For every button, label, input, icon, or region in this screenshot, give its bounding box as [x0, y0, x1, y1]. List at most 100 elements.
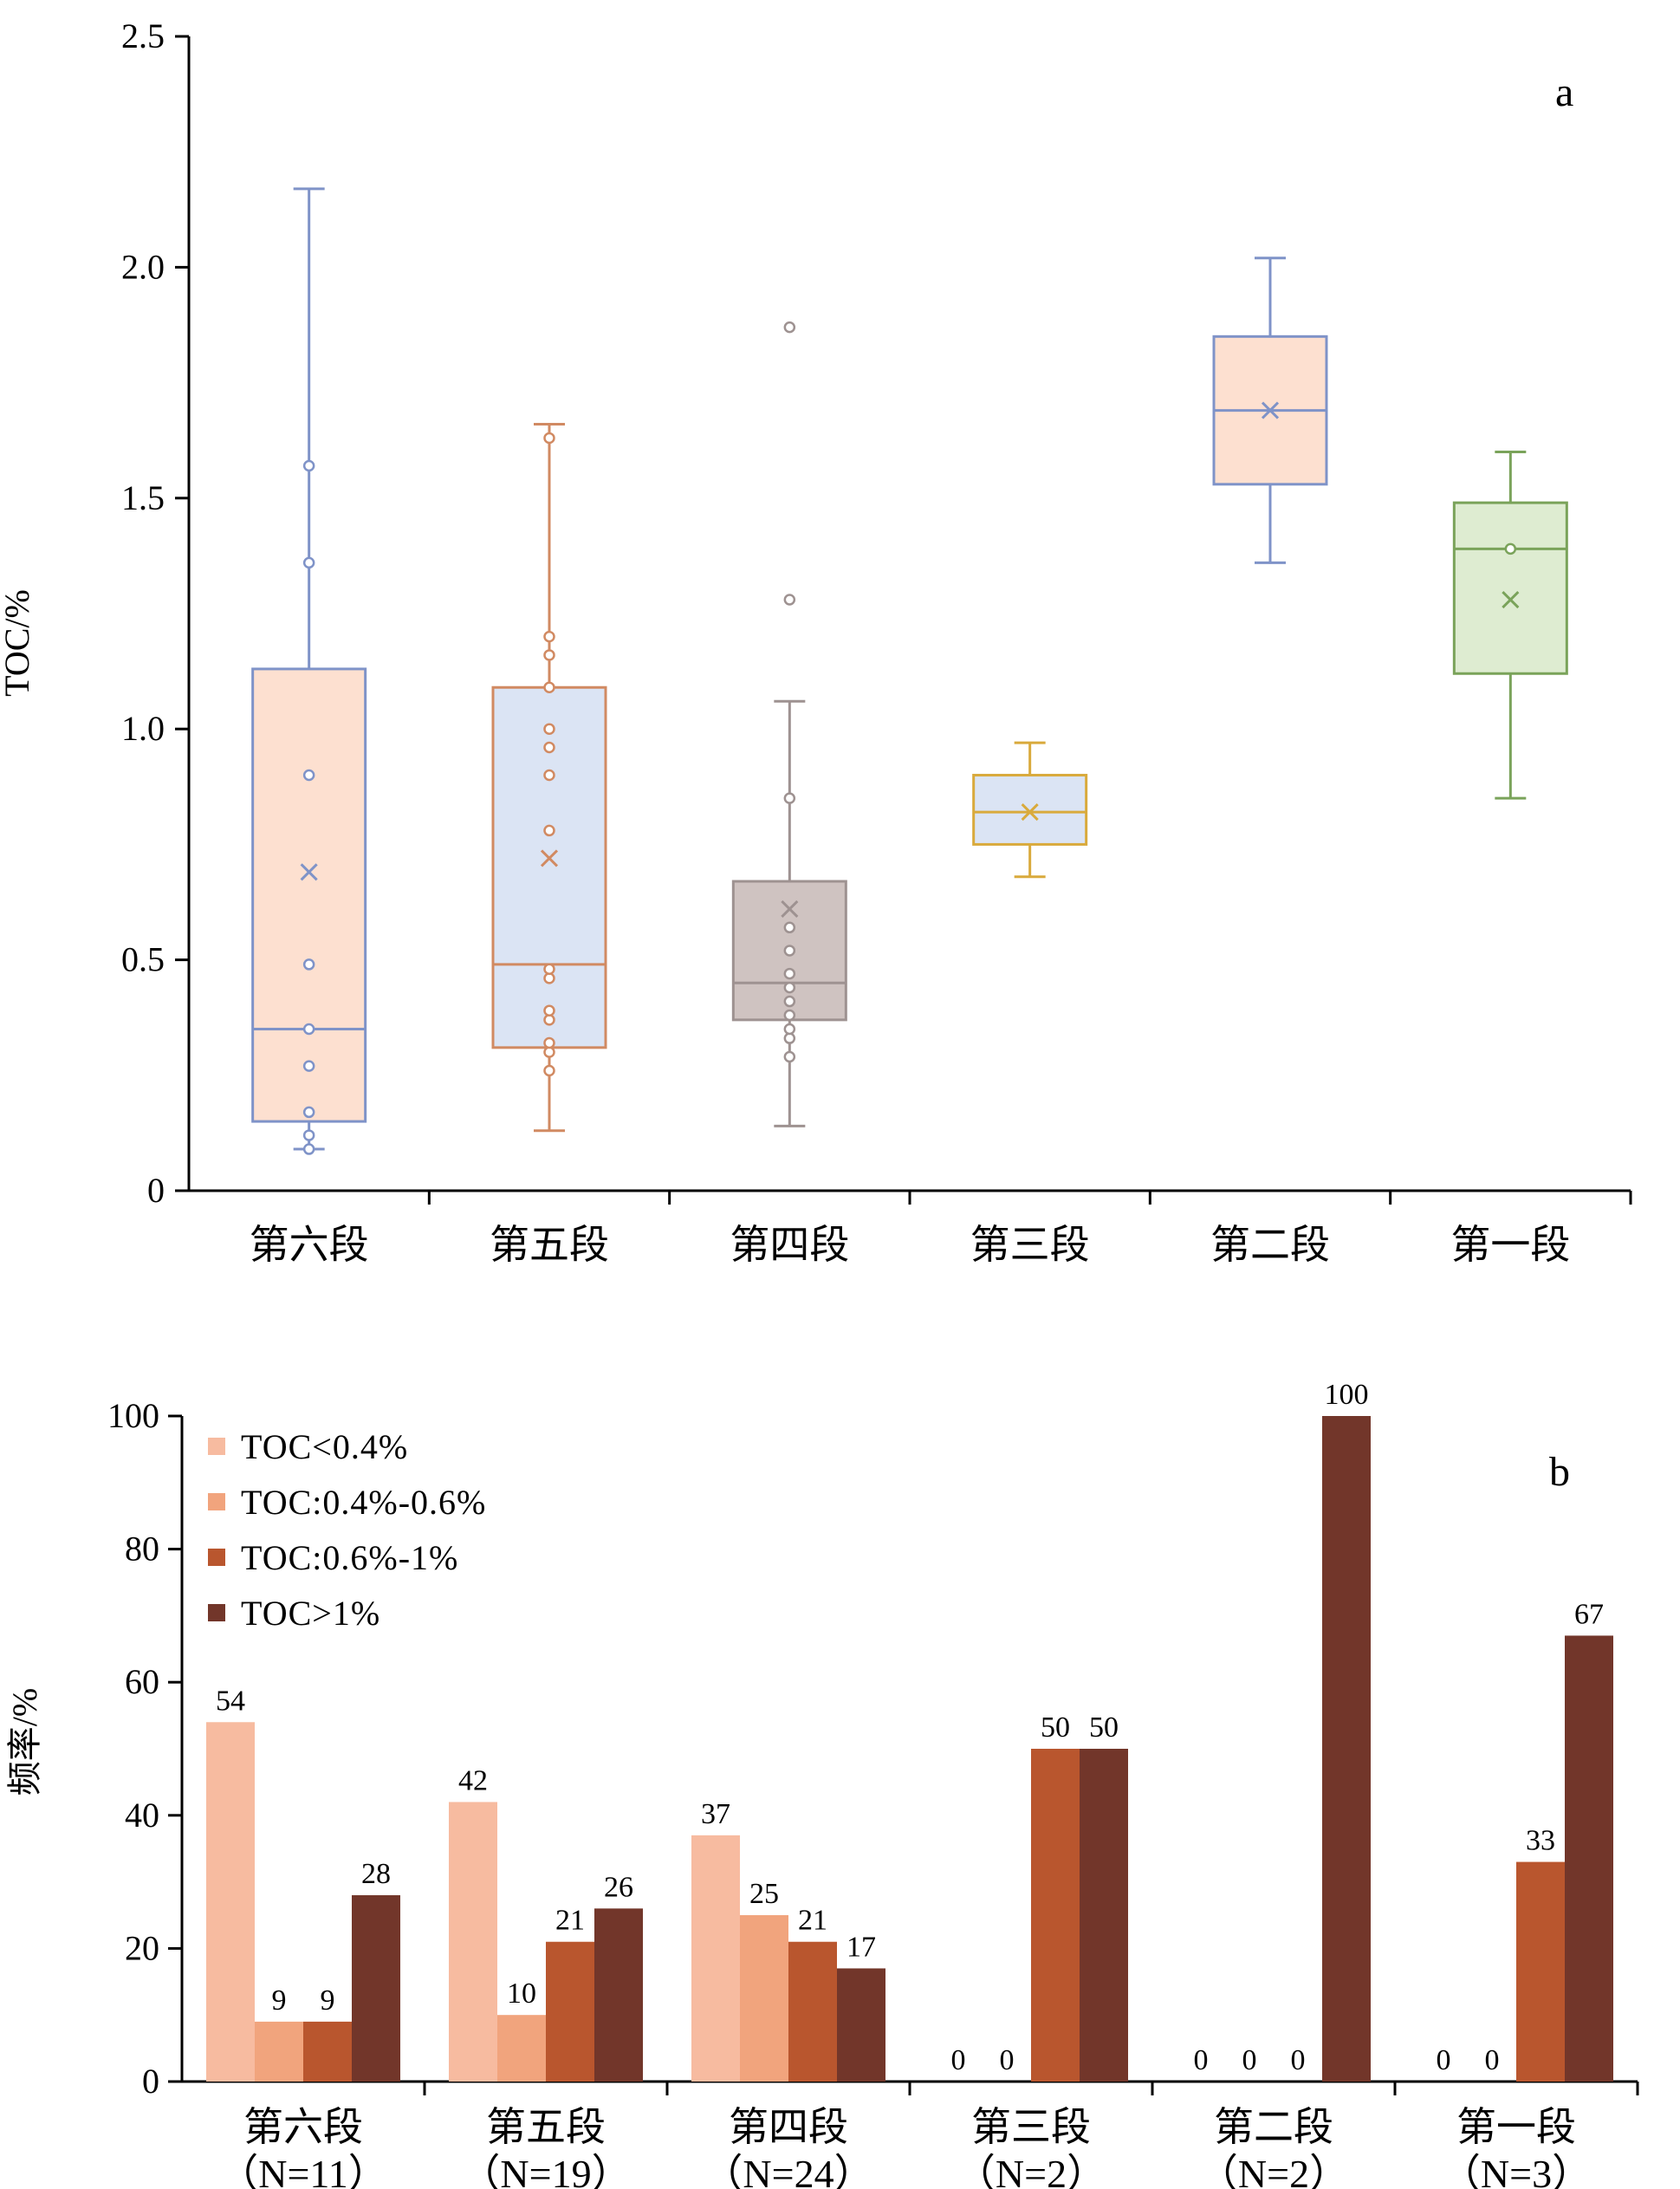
- panel-b-category-label: 第一段: [1456, 2105, 1576, 2149]
- box-data-point: [783, 792, 796, 804]
- bar-value-label: 67: [1574, 1598, 1604, 1630]
- panel-a-letter: a: [1555, 69, 1573, 115]
- box-data-point: [543, 769, 555, 782]
- bar-value-label: 0: [1291, 2044, 1306, 2076]
- bar-4-4: [1080, 1749, 1128, 2082]
- box-data-point: [783, 1023, 796, 1036]
- panel-b-sample-size-label: （N=3）: [1441, 2152, 1592, 2189]
- bar-value-label: 33: [1526, 1825, 1555, 1857]
- panel-a-y-tick-label: 0: [147, 1171, 165, 1210]
- box-data-point: [783, 1009, 796, 1022]
- bar-value-label: 0: [951, 2044, 966, 2076]
- panel-b-y-tick-label: 20: [125, 1928, 159, 1967]
- panel-a-category-label: 第三段: [970, 1223, 1090, 1267]
- panel-a-category-label: 第一段: [1450, 1223, 1570, 1267]
- bar-3-2: [546, 1941, 594, 2082]
- legend-entry: TOC:0.4%-0.6%: [208, 1483, 485, 1522]
- panel-a-y-tick-label: 2.5: [121, 16, 165, 55]
- box-iqr: [972, 773, 1088, 846]
- panel-b-category-label: 第二段: [1214, 2105, 1333, 2149]
- panel-b-sample-size-label: （N=19）: [460, 2152, 631, 2189]
- bar-4-5: [1322, 1416, 1371, 2082]
- panel-a-x-categories: 第六段 第五段 第四段 第三段 第二段 第一段: [250, 1191, 1632, 1267]
- box-data-point: [783, 1050, 796, 1063]
- box-data-point: [302, 556, 315, 569]
- panel-a-y-axis-title: TOC/%: [0, 589, 36, 697]
- panel-b-category-label: 第三段: [971, 2105, 1091, 2149]
- bar-3-1: [303, 2021, 352, 2082]
- panel-a-y-ticks: 0 0.5 1.0 1.5 2.0 2.5: [121, 16, 189, 1210]
- bar-4-6: [1565, 1635, 1613, 2082]
- panel-a-y-tick-label: 1.5: [121, 478, 165, 517]
- box-3: [731, 321, 847, 1127]
- box-5: [1212, 257, 1328, 564]
- legend-swatch: [208, 1438, 225, 1455]
- panel-b-category-label: 第五段: [486, 2105, 606, 2149]
- box-4: [972, 741, 1088, 879]
- bar-1-1: [206, 1722, 255, 2082]
- panel-b-sample-size-label: （N=2）: [956, 2152, 1106, 2189]
- bar-2-2: [497, 2015, 546, 2082]
- box-data-point: [543, 824, 555, 837]
- box-data-point: [543, 963, 555, 976]
- panel-a-category-label: 第四段: [730, 1223, 849, 1267]
- bar-4-3: [837, 1968, 885, 2082]
- panel-b-bars: 54 42 37 0 0 0 9 10 25 0 0 0 9 21 21 50 0 33 28 26 17 50 100 67: [206, 1379, 1613, 2082]
- panel-b-legend: TOC<0.4% TOC:0.4%-0.6% TOC:0.6%-1% TOC>1%: [208, 1427, 485, 1633]
- box-data-point: [783, 967, 796, 980]
- box-data-point: [783, 594, 796, 606]
- box-iqr: [491, 685, 607, 1049]
- bar-value-label: 17: [846, 1931, 876, 1963]
- bar-value-label: 26: [604, 1871, 633, 1903]
- box-mean-marker: [1502, 590, 1520, 609]
- box-data-point: [783, 945, 796, 957]
- box-data-point: [302, 1129, 315, 1141]
- bar-value-label: 0: [1242, 2044, 1257, 2076]
- bar-value-label: 0: [1485, 2044, 1500, 2076]
- panel-a-category-label: 第五段: [490, 1223, 609, 1267]
- panel-a-box-plot: a TOC/% 0 0.5 1.0 1.5 2.0 2.5 第六段 第五段 第四段 第三段 第二段…: [0, 16, 1632, 1267]
- bar-value-label: 42: [458, 1764, 488, 1796]
- legend-label: TOC<0.4%: [241, 1427, 408, 1466]
- bar-2-3: [740, 1915, 788, 2082]
- panel-b-category-label: 第六段: [243, 2105, 363, 2149]
- bar-3-4: [1031, 1749, 1080, 2082]
- bar-4-2: [594, 1908, 643, 2082]
- bar-value-label: 21: [555, 1905, 585, 1937]
- box-data-point: [543, 1036, 555, 1049]
- box-data-point: [302, 1143, 315, 1155]
- bar-value-label: 21: [798, 1905, 827, 1937]
- bar-3-3: [788, 1941, 837, 2082]
- legend-label: TOC>1%: [241, 1594, 380, 1633]
- panel-b-y-axis-title: 频率/%: [5, 1688, 44, 1796]
- bar-value-label: 37: [701, 1798, 730, 1830]
- bar-value-label: 28: [361, 1858, 391, 1890]
- box-iqr: [1452, 501, 1568, 675]
- box-6: [1452, 451, 1568, 800]
- bar-value-label: 9: [272, 1984, 287, 2017]
- bar-2-1: [255, 2021, 303, 2082]
- legend-swatch: [208, 1604, 225, 1621]
- box-data-point: [543, 741, 555, 754]
- bar-value-label: 0: [1000, 2044, 1015, 2076]
- box-mean-marker: [540, 849, 559, 867]
- box-data-point: [543, 649, 555, 661]
- box-data-point: [543, 681, 555, 693]
- bar-1-3: [691, 1835, 740, 2082]
- box-data-point: [302, 1060, 315, 1072]
- box-data-point: [783, 321, 796, 334]
- box-data-point: [302, 1023, 315, 1036]
- legend-entry: TOC:0.6%-1%: [208, 1538, 457, 1577]
- bar-value-label: 25: [749, 1878, 779, 1910]
- box-data-point: [783, 1032, 796, 1044]
- box-data-point: [302, 769, 315, 782]
- panel-a-y-tick-label: 1.0: [121, 709, 165, 748]
- panel-a-y-tick-label: 0.5: [121, 940, 165, 979]
- box-data-point: [302, 958, 315, 971]
- bar-value-label: 50: [1089, 1712, 1119, 1744]
- box-mean-marker: [781, 900, 799, 919]
- panel-b-y-tick-label: 100: [107, 1396, 159, 1435]
- box-mean-marker: [1261, 401, 1280, 419]
- box-data-point: [302, 459, 315, 472]
